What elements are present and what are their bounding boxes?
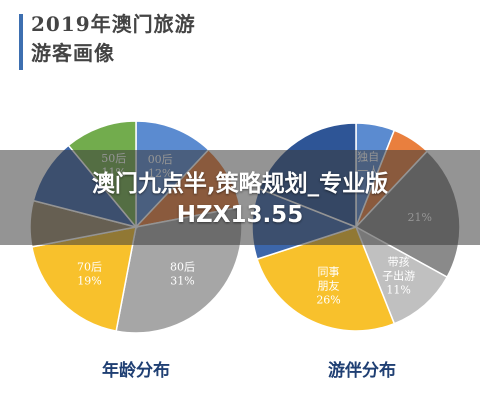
companion-slice-3-label-1: 子出游 <box>382 268 415 282</box>
companion-slice-4-value-2: 26% <box>316 293 340 306</box>
companion-slice-4-label-0: 同事 <box>318 265 340 278</box>
title-accent-bar <box>19 14 23 70</box>
age-slice-3-value-1: 19% <box>77 274 101 287</box>
companion-chart-caption: 游伴分布 <box>328 361 396 381</box>
age-slice-2-value-1: 31% <box>170 274 194 287</box>
companion-slice-3-value-2: 11% <box>386 283 410 296</box>
age-pie-slice-3 <box>30 226 137 332</box>
page-title: 2019年澳门旅游 游客画像 <box>31 10 196 68</box>
companion-pie-slice-3 <box>354 225 449 325</box>
age-slice-3-label-0: 70后 <box>77 260 102 273</box>
title-line-2: 游客画像 <box>31 41 115 65</box>
banner-line-1: 澳门九点半,策略规划_专业版 <box>91 171 389 197</box>
title-line-1: 2019年澳门旅游 <box>31 12 196 36</box>
companion-slice-4-label-1: 朋友 <box>318 278 340 292</box>
companion-slice-3-label-0: 带孩 <box>388 255 410 268</box>
watermark-banner: 澳门九点半,策略规划_专业版 HZX13.55 <box>0 150 480 245</box>
banner-line-2: HZX13.55 <box>176 202 304 228</box>
age-chart-caption: 年龄分布 <box>102 361 170 381</box>
companion-pie-slice-4 <box>256 226 396 332</box>
age-slice-2-label-0: 80后 <box>170 260 195 273</box>
